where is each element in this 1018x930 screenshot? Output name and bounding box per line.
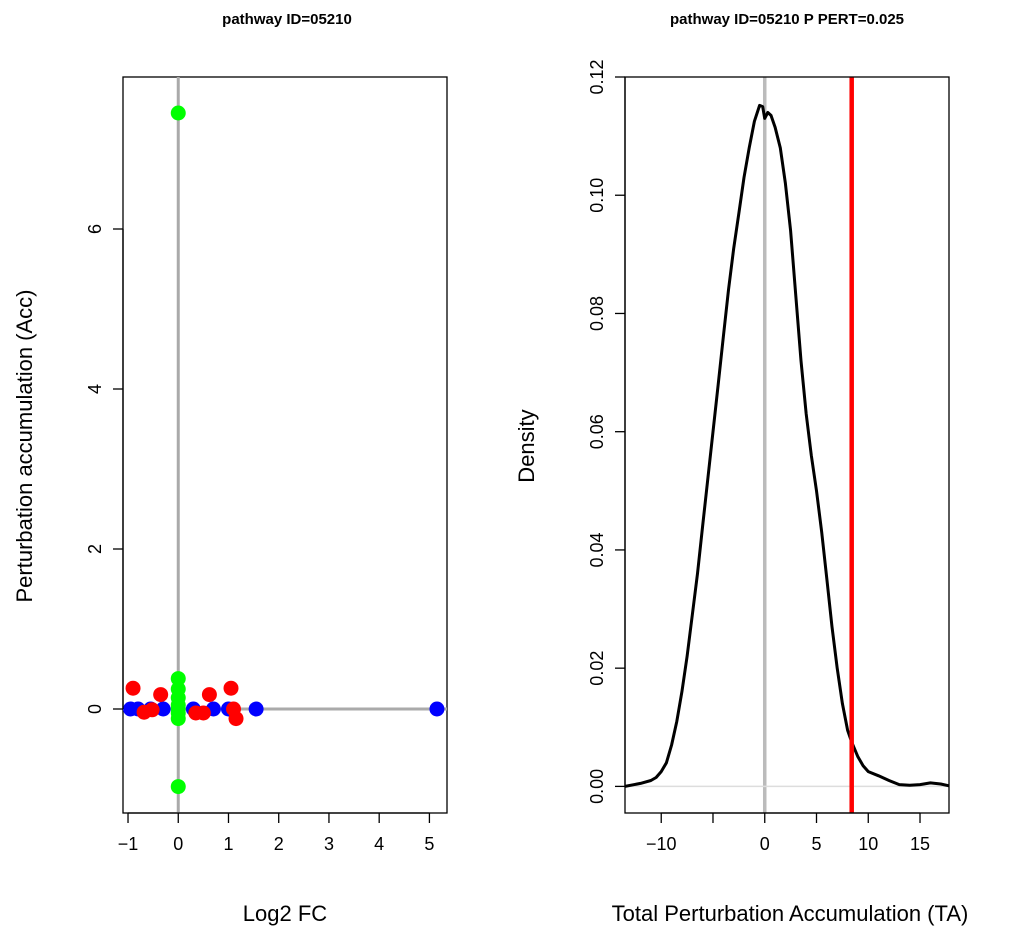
scatter-y-tick-label: 6 [85, 224, 105, 234]
density-y-tick-label: 0.00 [587, 769, 607, 804]
scatter-point-s2-1 [170, 671, 186, 687]
scatter-title: pathway ID=05210 [222, 11, 352, 28]
scatter-point-s1-0 [125, 680, 141, 696]
scatter-point-s1-2 [144, 702, 160, 718]
scatter-x-tick-label: 4 [374, 834, 384, 854]
density-reference-lines [625, 77, 949, 813]
density-y-axis-label: Density [514, 409, 539, 482]
density-curve-series [624, 103, 950, 788]
density-y-tick-label: 0.10 [587, 178, 607, 213]
scatter-y-tick-label: 2 [85, 544, 105, 554]
density-y-tick-label: 0.04 [587, 532, 607, 567]
density-panel: pathway ID=05210 P PERT=0.025 −10 0 5 10 15 … [514, 11, 968, 926]
scatter-point-s1-7 [223, 680, 239, 696]
scatter-point-s2-8 [170, 779, 186, 795]
scatter-x-tick-label: 0 [173, 834, 183, 854]
scatter-point-s0-8 [429, 701, 445, 717]
scatter-x-tick-label: 2 [274, 834, 284, 854]
scatter-y-tick-label: 0 [85, 704, 105, 714]
density-y-tick-label: 0.08 [587, 296, 607, 331]
density-x-tick-label: 10 [858, 834, 878, 854]
density-y-tick-label: 0.06 [587, 414, 607, 449]
scatter-point-s2-0 [170, 105, 186, 121]
density-y-tick-label: 0.02 [587, 651, 607, 686]
scatter-point-s0-3 [155, 701, 171, 717]
scatter-point-s1-6 [201, 687, 217, 703]
scatter-x-tick-label: 3 [324, 834, 334, 854]
density-y-tick-label: 0.12 [587, 59, 607, 94]
scatter-x-tick-label: 5 [424, 834, 434, 854]
density-x-tick-label: 15 [910, 834, 930, 854]
scatter-y-axis: 0 2 4 6 [85, 224, 124, 714]
scatter-panel: pathway ID=05210 −1 0 1 2 3 4 5 0 2 4 6 Log2 FC P… [12, 11, 448, 926]
density-title: pathway ID=05210 P PERT=0.025 [670, 11, 904, 28]
density-x-axis-label: Total Perturbation Accumulation (TA) [612, 901, 969, 926]
scatter-point-s0-7 [248, 701, 264, 717]
scatter-y-axis-label: Perturbation accumulation (Acc) [12, 289, 37, 602]
scatter-point-s1-3 [153, 687, 169, 703]
scatter-points [123, 105, 445, 795]
scatter-point-s1-5 [195, 705, 211, 721]
density-y-axis: 0.00 0.02 0.04 0.06 0.08 0.10 0.12 [587, 59, 626, 804]
scatter-x-axis: −1 0 1 2 3 4 5 [118, 812, 434, 854]
density-x-tick-label: 0 [760, 834, 770, 854]
density-x-axis: −10 0 5 10 15 [646, 812, 930, 854]
scatter-y-tick-label: 4 [85, 384, 105, 394]
density-x-tick-label: 5 [811, 834, 821, 854]
scatter-point-s2-7 [170, 711, 186, 727]
density-x-tick-label: −10 [646, 834, 677, 854]
scatter-x-tick-label: −1 [118, 834, 139, 854]
scatter-x-axis-label: Log2 FC [243, 901, 327, 926]
scatter-point-s1-9 [228, 711, 244, 727]
scatter-x-tick-label: 1 [223, 834, 233, 854]
